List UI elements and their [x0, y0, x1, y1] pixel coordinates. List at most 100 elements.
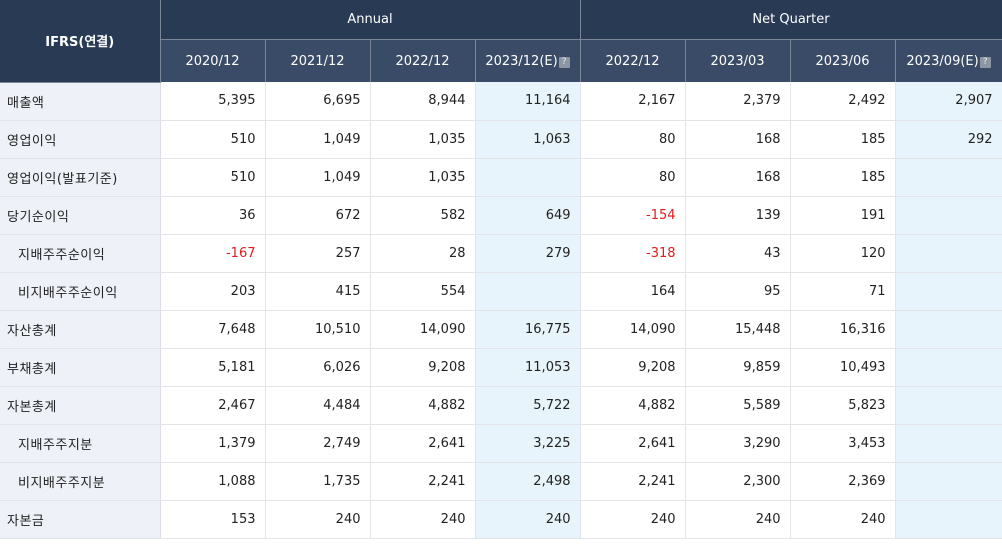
value-cell	[895, 272, 1002, 311]
value-cell: 510	[160, 158, 266, 197]
value-cell: 9,859	[685, 348, 791, 387]
period-label: 2023/12(E)	[485, 53, 558, 69]
value-cell: 28	[370, 234, 476, 273]
value-cell	[895, 462, 1002, 501]
value-cell: 1,035	[370, 120, 476, 159]
net-quarter-group-header[interactable]: Net Quarter	[580, 0, 1002, 40]
value-cell: 2,241	[580, 462, 686, 501]
value-cell: 80	[580, 120, 686, 159]
value-cell: 240	[685, 500, 791, 539]
value-cell: 3,225	[475, 424, 581, 463]
value-cell: 4,882	[580, 386, 686, 425]
value-cell: 5,823	[790, 386, 896, 425]
ifrs-consolidated-header[interactable]: IFRS(연결)	[0, 0, 161, 83]
value-cell	[475, 158, 581, 197]
value-cell: 2,907	[895, 82, 1002, 121]
value-cell	[895, 348, 1002, 387]
period-header-quarter-2023-06[interactable]: 2023/06	[790, 39, 896, 82]
value-cell: 153	[160, 500, 266, 539]
value-cell: 5,722	[475, 386, 581, 425]
value-cell: 11,053	[475, 348, 581, 387]
value-cell: 649	[475, 196, 581, 235]
value-cell: 16,775	[475, 310, 581, 349]
value-cell: 95	[685, 272, 791, 311]
value-cell: 279	[475, 234, 581, 273]
value-cell: 2,369	[790, 462, 896, 501]
table-body: 매출액 5,395 6,695 8,944 11,164 2,167 2,379 2,492 2…	[0, 82, 1002, 539]
row-label: 비지배주주순이익	[0, 272, 161, 311]
value-cell: 257	[265, 234, 371, 273]
period-label: 2023/09(E)	[906, 53, 979, 69]
value-cell: 240	[265, 500, 371, 539]
value-cell	[895, 234, 1002, 273]
row-label[interactable]: 영업이익	[0, 120, 161, 159]
estimate-info-icon[interactable]: ?	[558, 56, 570, 68]
value-cell	[895, 196, 1002, 235]
value-cell: 1,735	[265, 462, 371, 501]
period-label: 2022/12	[395, 53, 450, 69]
row-label[interactable]: 자산총계	[0, 310, 161, 349]
row-label[interactable]: 자본금	[0, 500, 161, 539]
table-row: 비지배주주지분 1,088 1,735 2,241 2,498 2,241 2,300 2,3…	[0, 462, 1002, 501]
value-cell: 164	[580, 272, 686, 311]
value-cell: 36	[160, 196, 266, 235]
value-cell	[895, 310, 1002, 349]
value-cell: 185	[790, 158, 896, 197]
value-cell: 139	[685, 196, 791, 235]
value-cell: 15,448	[685, 310, 791, 349]
period-label: 2020/12	[185, 53, 240, 69]
value-cell	[475, 272, 581, 311]
value-cell: 672	[265, 196, 371, 235]
value-cell: 7,648	[160, 310, 266, 349]
value-cell: 4,484	[265, 386, 371, 425]
value-cell: 2,467	[160, 386, 266, 425]
period-header-annual-2023-12-e[interactable]: 2023/12(E)?	[475, 39, 581, 82]
value-cell: 3,453	[790, 424, 896, 463]
value-cell	[895, 500, 1002, 539]
value-cell: 8,944	[370, 82, 476, 121]
row-label[interactable]: 자본총계	[0, 386, 161, 425]
row-label[interactable]: 매출액	[0, 82, 161, 121]
value-cell: 9,208	[580, 348, 686, 387]
value-cell: 2,641	[580, 424, 686, 463]
value-cell: 240	[580, 500, 686, 539]
value-cell: 80	[580, 158, 686, 197]
value-cell: 168	[685, 120, 791, 159]
value-cell: 43	[685, 234, 791, 273]
row-label[interactable]: 당기순이익	[0, 196, 161, 235]
period-header-annual-2021-12[interactable]: 2021/12	[265, 39, 371, 82]
period-header-row: 2020/12 2021/12 2022/12 2023/12(E)? 2022/12 2…	[0, 39, 1002, 82]
estimate-info-icon[interactable]: ?	[979, 56, 991, 68]
value-cell	[895, 424, 1002, 463]
value-cell: 1,063	[475, 120, 581, 159]
value-cell: 9,208	[370, 348, 476, 387]
period-header-annual-2020-12[interactable]: 2020/12	[160, 39, 266, 82]
financial-summary-table: IFRS(연결) Annual Net Quarter 2020/12 2021/…	[0, 0, 1002, 539]
value-cell	[895, 386, 1002, 425]
period-label: 2021/12	[290, 53, 345, 69]
value-cell: 191	[790, 196, 896, 235]
row-label[interactable]: 부채총계	[0, 348, 161, 387]
period-header-annual-2022-12[interactable]: 2022/12	[370, 39, 476, 82]
value-cell: 10,493	[790, 348, 896, 387]
row-label[interactable]: 영업이익(발표기준)	[0, 158, 161, 197]
value-cell: 292	[895, 120, 1002, 159]
annual-group-header[interactable]: Annual	[160, 0, 581, 40]
value-cell: 2,241	[370, 462, 476, 501]
value-cell: 582	[370, 196, 476, 235]
value-cell: 1,088	[160, 462, 266, 501]
table-row: 지배주주순이익 -167 257 28 279 -318 43 120	[0, 234, 1002, 273]
table-row: 자본총계 2,467 4,484 4,882 5,722 4,882 5,589 5,823	[0, 386, 1002, 425]
value-cell: 203	[160, 272, 266, 311]
value-cell: 168	[685, 158, 791, 197]
period-header-quarter-2023-03[interactable]: 2023/03	[685, 39, 791, 82]
period-label: 2023/06	[815, 53, 870, 69]
value-cell: 5,181	[160, 348, 266, 387]
value-cell: 2,167	[580, 82, 686, 121]
value-cell: 4,882	[370, 386, 476, 425]
value-cell: 1,379	[160, 424, 266, 463]
value-cell: 554	[370, 272, 476, 311]
value-cell: 5,589	[685, 386, 791, 425]
period-header-quarter-2022-12[interactable]: 2022/12	[580, 39, 686, 82]
period-header-quarter-2023-09-e[interactable]: 2023/09(E)?	[895, 39, 1002, 82]
